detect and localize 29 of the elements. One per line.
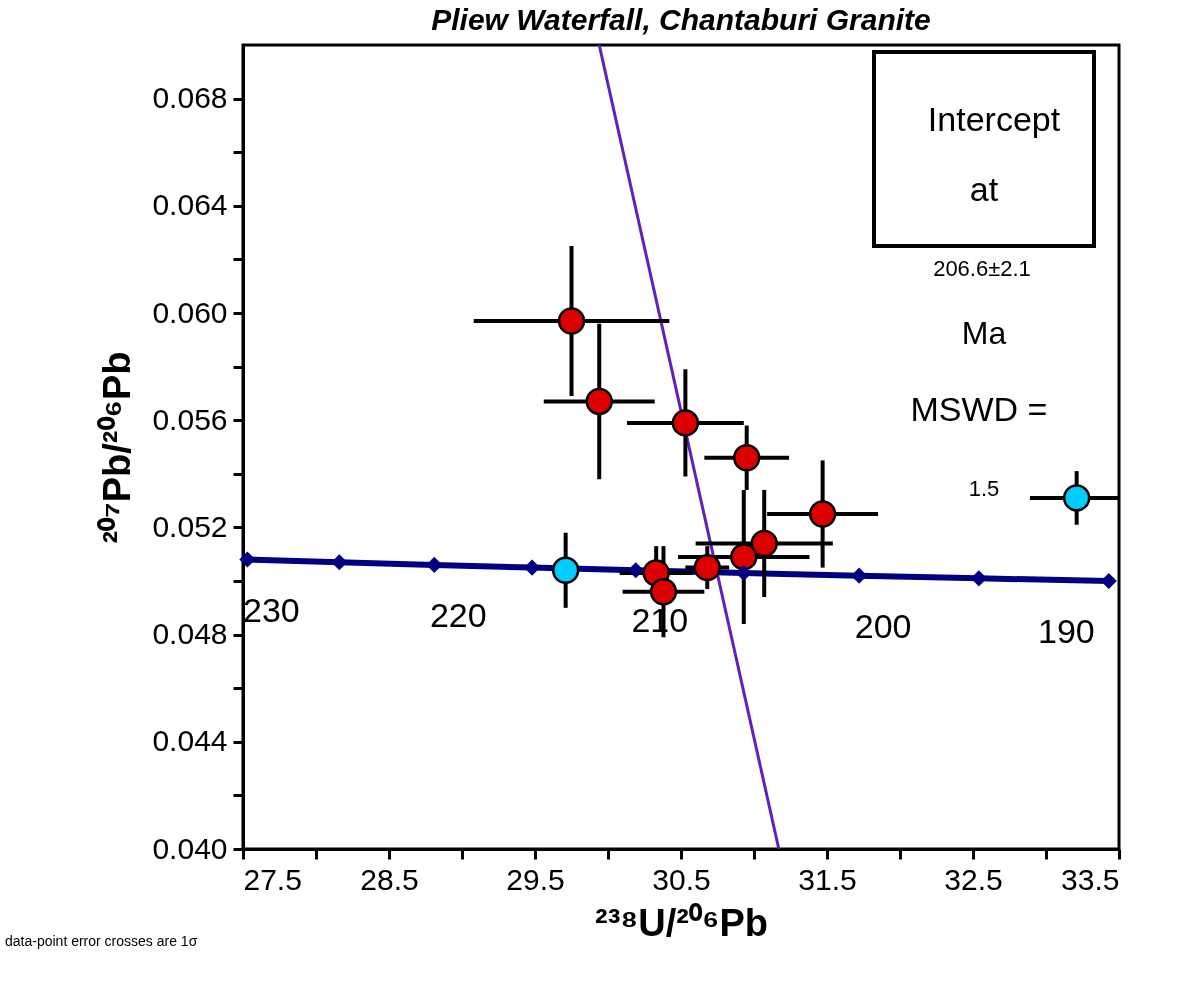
y-tick-label: 0.048	[152, 617, 228, 651]
annotation: 230	[243, 590, 300, 629]
y-tick-label: 0.064	[152, 188, 228, 222]
annotation: 200	[854, 606, 912, 645]
x-tick-label: 27.5	[243, 862, 302, 896]
y-tick-label: 0.068	[152, 81, 228, 115]
y-tick-label: 0.040	[152, 831, 228, 865]
x-axis-title: ²³⁸U/²⁰⁶Pb	[595, 901, 768, 944]
chart-title: Pliew Waterfall, Chantaburi Granite	[431, 2, 931, 36]
annotation: 206.6±2.1	[933, 256, 1031, 281]
x-tick-label: 30.5	[652, 862, 711, 896]
annotation: 220	[429, 595, 487, 634]
x-tick-label: 33.5	[1061, 862, 1120, 896]
annotation: Intercept	[927, 100, 1061, 138]
y-axis-title: ²⁰⁷Pb/²⁰⁶Pb	[96, 351, 139, 544]
annotation: Ma	[961, 315, 1007, 351]
x-tick-label: 31.5	[798, 862, 857, 896]
annotation: 1.5	[968, 476, 1000, 501]
y-tick-label: 0.052	[152, 509, 228, 543]
annotation: at	[969, 170, 999, 208]
x-tick-label: 29.5	[506, 862, 565, 896]
x-tick-label: 32.5	[944, 862, 1003, 896]
text: data-point error crosses are 1σ	[5, 933, 198, 949]
y-tick-label: 0.056	[152, 402, 228, 436]
annotation: 190	[1038, 612, 1095, 650]
y-tick-label: 0.060	[152, 295, 228, 329]
y-tick-label: 0.044	[152, 724, 228, 758]
x-tick-label: 28.5	[360, 862, 419, 896]
annotation: MSWD =	[910, 390, 1048, 428]
